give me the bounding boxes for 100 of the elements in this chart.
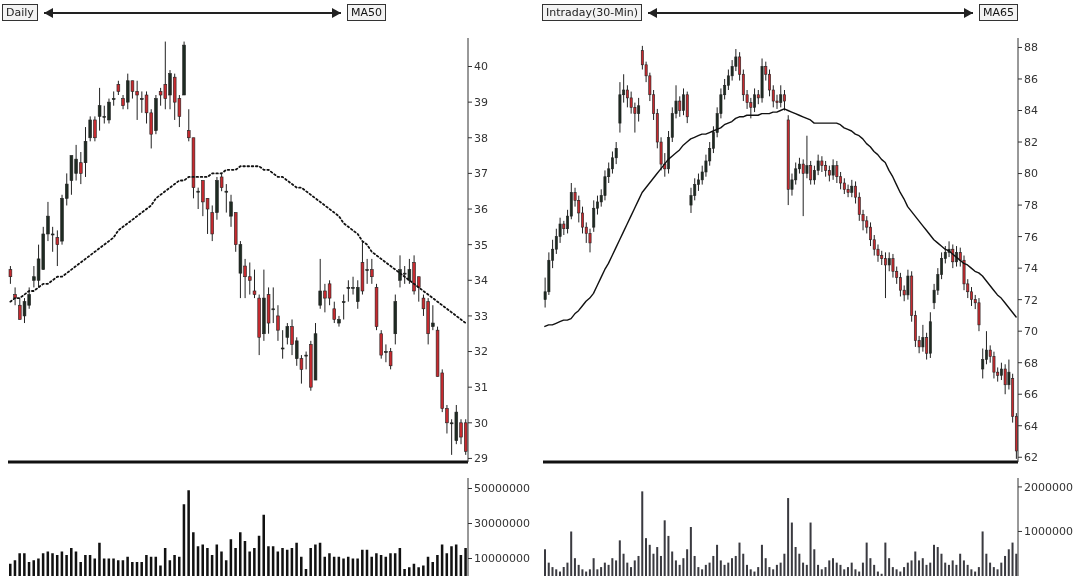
bar: [295, 542, 298, 576]
y-tick-label: 35: [474, 238, 488, 252]
bar: [932, 544, 935, 576]
y-tick-label: 86: [1024, 72, 1038, 86]
bar: [966, 564, 969, 576]
candlestick: [285, 322, 290, 345]
bar: [648, 544, 651, 576]
y-tick-label: 38: [474, 131, 488, 145]
y-tick-label: 50000000: [474, 482, 530, 496]
candlestick: [682, 87, 685, 116]
bar: [600, 567, 603, 576]
bar: [159, 565, 162, 576]
bar: [131, 562, 134, 576]
bar: [794, 547, 797, 576]
bar: [686, 549, 689, 576]
bar: [389, 553, 392, 576]
bar: [727, 562, 730, 576]
bar: [790, 522, 793, 576]
bar: [959, 553, 962, 576]
bar: [551, 567, 554, 576]
candlestick: [779, 84, 783, 108]
y-tick-label: 64: [1024, 419, 1038, 433]
bar: [802, 562, 805, 576]
candlestick: [805, 135, 809, 179]
bar: [914, 551, 917, 576]
candlestick: [820, 155, 824, 173]
bar: [79, 562, 82, 576]
bar: [37, 558, 40, 576]
candlestick: [388, 347, 393, 370]
bar: [783, 553, 786, 576]
bar: [989, 562, 992, 576]
bar: [356, 558, 359, 576]
bar: [775, 564, 778, 576]
bar: [723, 564, 726, 576]
bar: [70, 548, 73, 576]
bar: [888, 558, 891, 576]
y-tick-label: 33: [474, 309, 488, 323]
bar: [436, 555, 439, 576]
bar: [839, 564, 842, 576]
bar: [764, 558, 767, 576]
candlestick: [592, 199, 596, 233]
bar: [126, 556, 129, 576]
bar: [9, 563, 12, 576]
candlestick: [831, 158, 835, 181]
bar: [407, 567, 411, 576]
y-tick-label: 72: [1024, 293, 1038, 307]
bar: [805, 564, 808, 576]
bar: [615, 560, 618, 576]
bar: [581, 569, 584, 576]
y-tick-label: 29: [474, 452, 488, 466]
y-tick-label: 84: [1024, 104, 1038, 118]
bar: [884, 542, 887, 576]
bar: [342, 558, 345, 576]
candlestick: [899, 272, 902, 297]
y-tick-label: 39: [474, 96, 488, 110]
bar: [281, 548, 284, 576]
bar: [18, 553, 21, 576]
candlestick: [163, 41, 168, 110]
bar: [760, 544, 763, 576]
bar: [659, 555, 662, 576]
bar: [570, 531, 573, 576]
bar: [300, 556, 303, 576]
line-series: [9, 165, 467, 324]
bar: [757, 567, 760, 576]
candlestick: [884, 251, 887, 299]
bar: [865, 542, 868, 576]
bar: [644, 538, 647, 576]
bar: [895, 569, 898, 576]
candlestick: [341, 294, 346, 320]
bar: [1000, 562, 1003, 576]
bar: [450, 546, 453, 576]
bar: [206, 548, 209, 576]
bar: [192, 532, 195, 576]
bar: [689, 527, 692, 576]
bar: [630, 567, 633, 576]
bar: [951, 560, 954, 576]
bar: [641, 491, 644, 576]
text: MA65: [978, 4, 1018, 21]
candlestick: [252, 269, 257, 299]
candlestick: [970, 286, 973, 307]
bar: [701, 569, 704, 576]
bar: [361, 549, 364, 576]
chart-title: Intraday(30-Min): [542, 4, 643, 21]
bar: [663, 520, 666, 576]
y-tick-label: 66: [1024, 388, 1038, 402]
bar: [573, 558, 576, 576]
bar: [787, 498, 790, 576]
y-tick-label: 37: [474, 167, 488, 181]
candlestick: [887, 251, 891, 272]
bar: [592, 558, 595, 576]
candlestick: [977, 297, 981, 332]
bar: [820, 569, 823, 576]
bar: [817, 564, 820, 576]
bar: [873, 564, 876, 576]
bar: [921, 558, 924, 576]
bar: [248, 551, 251, 576]
bar: [745, 564, 748, 576]
candlestick: [611, 150, 614, 175]
chart-title: Daily: [2, 4, 38, 21]
bar: [177, 556, 181, 576]
